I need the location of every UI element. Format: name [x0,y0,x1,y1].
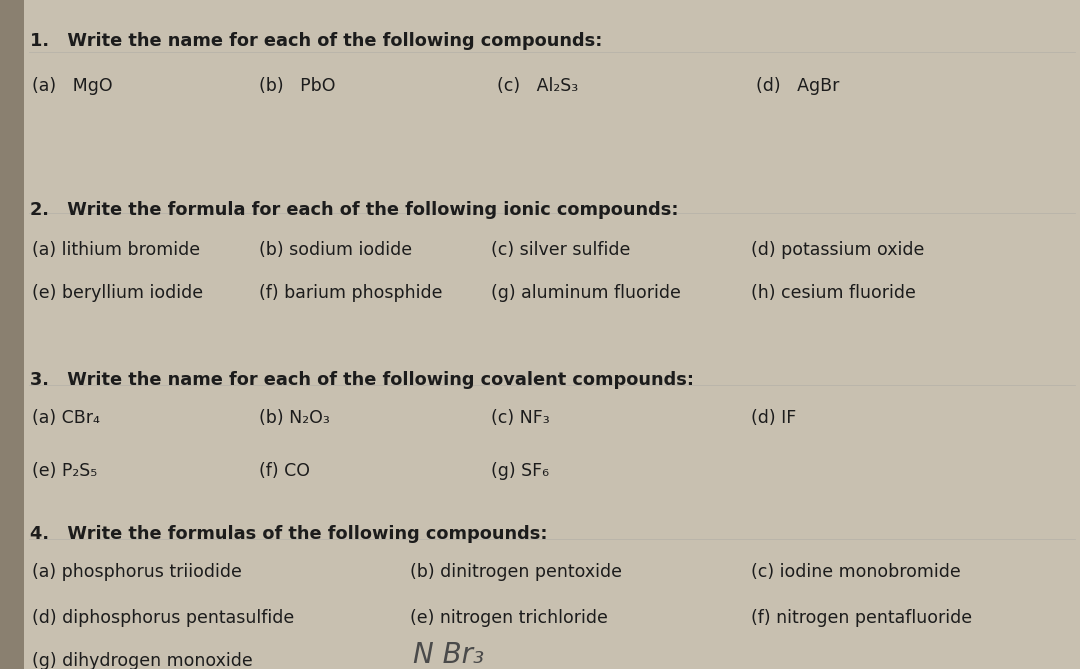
Text: (f) CO: (f) CO [259,462,310,480]
Text: (e) beryllium iodide: (e) beryllium iodide [32,284,203,302]
Text: (g) SF₆: (g) SF₆ [491,462,550,480]
Text: (b) sodium iodide: (b) sodium iodide [259,241,413,259]
Text: (c)   Al₂S₃: (c) Al₂S₃ [497,77,578,95]
Text: (b) dinitrogen pentoxide: (b) dinitrogen pentoxide [410,563,622,581]
Text: (a)   MgO: (a) MgO [32,77,113,95]
Text: (c) NF₃: (c) NF₃ [491,409,550,427]
Text: (d)   AgBr: (d) AgBr [756,77,839,95]
Text: 1.   Write the name for each of the following compounds:: 1. Write the name for each of the follow… [30,32,603,50]
Text: (e) P₂S₅: (e) P₂S₅ [32,462,97,480]
Text: (f) barium phosphide: (f) barium phosphide [259,284,443,302]
Text: (a) phosphorus triiodide: (a) phosphorus triiodide [32,563,242,581]
Text: (d) potassium oxide: (d) potassium oxide [751,241,924,259]
Text: (d) diphosphorus pentasulfide: (d) diphosphorus pentasulfide [32,609,295,627]
Text: (d) IF: (d) IF [751,409,796,427]
Text: 4.   Write the formulas of the following compounds:: 4. Write the formulas of the following c… [30,525,548,543]
Text: (g) dihydrogen monoxide: (g) dihydrogen monoxide [32,652,253,669]
Text: (a) lithium bromide: (a) lithium bromide [32,241,201,259]
Text: (f) nitrogen pentafluoride: (f) nitrogen pentafluoride [751,609,972,627]
Text: (h) cesium fluoride: (h) cesium fluoride [751,284,916,302]
Text: N Br₃: N Br₃ [413,641,484,669]
Text: 2.   Write the formula for each of the following ionic compounds:: 2. Write the formula for each of the fol… [30,201,678,219]
Text: 3.   Write the name for each of the following covalent compounds:: 3. Write the name for each of the follow… [30,371,694,389]
Text: (b) N₂O₃: (b) N₂O₃ [259,409,330,427]
Text: (c) silver sulfide: (c) silver sulfide [491,241,631,259]
Bar [0,0,24,669]
Text: (b)   PbO: (b) PbO [259,77,336,95]
Text: (e) nitrogen trichloride: (e) nitrogen trichloride [410,609,608,627]
Text: (a) CBr₄: (a) CBr₄ [32,409,100,427]
Text: (g) aluminum fluoride: (g) aluminum fluoride [491,284,681,302]
Text: (c) iodine monobromide: (c) iodine monobromide [751,563,960,581]
